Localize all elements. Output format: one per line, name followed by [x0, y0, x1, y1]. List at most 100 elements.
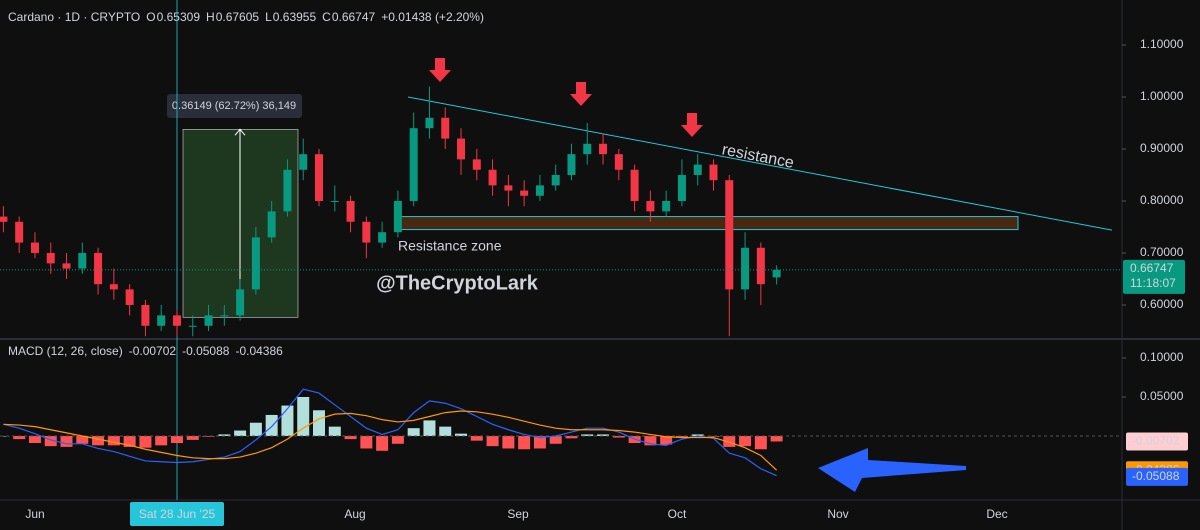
histogram-bar — [644, 435, 657, 446]
histogram-bar — [691, 434, 704, 436]
histogram-bar — [186, 435, 199, 440]
candle-body — [457, 138, 466, 160]
histogram-bar — [328, 426, 341, 436]
histogram-bar — [297, 397, 310, 436]
x-tick-label: Sep — [507, 507, 529, 521]
histogram-bar — [170, 435, 183, 444]
histogram-bar — [107, 435, 120, 446]
candle-body — [109, 284, 118, 290]
candle-body — [315, 154, 323, 201]
measure-arrowhead — [234, 128, 246, 136]
histogram-bar — [770, 435, 783, 442]
header-text: O — [146, 10, 155, 24]
value-box — [1126, 432, 1188, 451]
macd-header-text: -0.04386 — [235, 344, 283, 358]
macd-line — [3, 410, 778, 471]
measure-label-box — [167, 94, 302, 118]
y-tick-label: 1.10000 — [1140, 37, 1184, 51]
candle-body — [441, 117, 450, 139]
candle-body — [0, 216, 8, 222]
header-text: L — [265, 10, 272, 24]
resistance-line — [407, 96, 1113, 231]
candle-body — [251, 237, 260, 290]
candle-body — [188, 325, 197, 327]
histogram-bar — [739, 435, 752, 447]
y-tick-label: 1.00000 — [1140, 89, 1184, 103]
header-text: 0.67605 — [216, 10, 260, 24]
candle-body — [535, 185, 544, 196]
x-tick-label: Jun — [25, 507, 44, 521]
candle-body — [330, 200, 339, 202]
y-tick-label: 0.70000 — [1140, 245, 1184, 259]
candle-body — [614, 154, 623, 170]
y-tick-label: 0.05000 — [1140, 389, 1184, 403]
histogram-bar — [581, 434, 594, 436]
header-text: 0.63955 — [273, 10, 317, 24]
candle-body — [125, 289, 134, 305]
candle-body — [393, 200, 402, 233]
candle-body — [693, 164, 702, 175]
x-tick-label: Nov — [827, 507, 848, 521]
histogram-bar — [281, 405, 294, 436]
candle-body — [346, 200, 355, 222]
histogram-bar — [660, 435, 673, 445]
value-box-label: -0.05088 — [1132, 469, 1180, 483]
candle-body — [662, 200, 671, 212]
candle-body — [220, 315, 229, 317]
macd-header-text: -0.05088 — [182, 344, 230, 358]
header-text: Cardano · 1D · CRYPTO — [8, 10, 140, 24]
histogram-bar — [565, 435, 578, 439]
header-text: 0.65309 — [157, 10, 201, 24]
countdown: 11:18:07 — [1130, 276, 1176, 290]
histogram-bar — [723, 435, 736, 447]
candle-body — [488, 169, 497, 186]
candle-body — [362, 221, 371, 243]
histogram-bar — [123, 435, 136, 447]
macd-header-text: MACD (12, 26, close) — [8, 344, 123, 358]
histogram-bar — [0, 435, 10, 437]
candle-body — [15, 221, 24, 243]
candle-body — [267, 211, 276, 238]
histogram-bar — [439, 426, 452, 436]
measure-label: 0.36149 (62.72%) 36,149 — [172, 100, 296, 112]
candle-body — [204, 315, 213, 326]
candle-body — [30, 242, 39, 253]
last-price-box — [1123, 259, 1185, 294]
candle-body — [472, 159, 481, 170]
histogram-bar — [376, 435, 389, 451]
histogram-bar — [249, 422, 262, 436]
histogram-bar — [502, 435, 515, 449]
candle-body — [599, 143, 608, 155]
histogram-bar — [486, 435, 499, 447]
x-tick-label: Oct — [668, 507, 687, 521]
candle-body — [567, 154, 576, 175]
red-arrows — [429, 58, 703, 137]
candle-body — [425, 117, 434, 129]
histogram-bar — [360, 435, 373, 449]
last-price: 0.66747 — [1130, 261, 1174, 275]
candle-body — [551, 174, 560, 186]
candle-body — [94, 252, 103, 285]
header-text: C — [322, 10, 331, 24]
y-tick-label: 0.10000 — [1140, 350, 1184, 364]
histogram-bar — [155, 435, 168, 446]
candle-body — [583, 143, 592, 155]
blue-arrow — [818, 448, 966, 492]
histogram-bar — [549, 435, 562, 444]
header-text: H — [206, 10, 215, 24]
histogram-bar — [707, 435, 720, 437]
histogram-bar — [60, 435, 73, 447]
value-box — [1126, 467, 1188, 486]
macd-header-text: -0.00702 — [129, 344, 177, 358]
x-tick-label: Dec — [986, 507, 1007, 521]
y-tick-label: 0.90000 — [1140, 141, 1184, 155]
candle-body — [172, 315, 181, 326]
value-box-label: -0.00702 — [1132, 434, 1180, 448]
macd-line — [3, 388, 777, 477]
histogram-bar — [76, 435, 89, 444]
candle-body — [646, 200, 655, 212]
zone-label: Resistance zone — [398, 237, 502, 253]
histogram-bar — [313, 410, 325, 436]
histogram-bar — [234, 430, 247, 436]
